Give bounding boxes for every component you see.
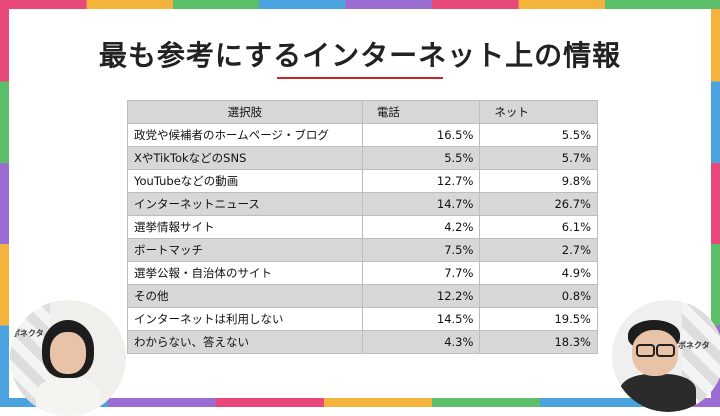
- row-net-value: 6.1%: [479, 215, 598, 239]
- presenter-body: [36, 378, 100, 416]
- row-phone-value: 12.7%: [361, 169, 481, 193]
- table-header-row: 選択肢 電話 ネット: [127, 100, 598, 124]
- backdrop-logo-text: ボネクタ: [12, 329, 44, 338]
- table-row: 政党や候補者のホームページ・ブログ 16.5% 5.5%: [127, 123, 598, 147]
- column-header-phone: 電話: [361, 100, 481, 124]
- row-phone-value: 7.7%: [361, 261, 481, 285]
- row-net-value: 5.7%: [479, 146, 598, 170]
- table-row: わからない、答えない 4.3% 18.3%: [127, 330, 598, 354]
- row-phone-value: 4.3%: [361, 330, 481, 354]
- row-label: 政党や候補者のホームページ・ブログ: [127, 123, 363, 147]
- table-row: インターネットニュース 14.7% 26.7%: [127, 192, 598, 216]
- row-phone-value: 5.5%: [361, 146, 481, 170]
- table-row: その他 12.2% 0.8%: [127, 284, 598, 308]
- row-phone-value: 14.7%: [361, 192, 481, 216]
- table-row: 選挙公報・自治体のサイト 7.7% 4.9%: [127, 261, 598, 285]
- row-net-value: 9.8%: [479, 169, 598, 193]
- presenter-face: [50, 332, 86, 374]
- row-phone-value: 16.5%: [361, 123, 481, 147]
- table-row: YouTubeなどの動画 12.7% 9.8%: [127, 169, 598, 193]
- table-row: XやTikTokなどのSNS 5.5% 5.7%: [127, 146, 598, 170]
- row-net-value: 2.7%: [479, 238, 598, 262]
- row-label: わからない、答えない: [127, 330, 363, 354]
- table-row: インターネットは利用しない 14.5% 19.5%: [127, 307, 598, 331]
- row-net-value: 18.3%: [479, 330, 598, 354]
- row-label: 選挙情報サイト: [127, 215, 363, 239]
- table-row: ボートマッチ 7.5% 2.7%: [127, 238, 598, 262]
- column-header-option: 選択肢: [127, 100, 363, 124]
- row-net-value: 26.7%: [479, 192, 598, 216]
- presenter-camera-left: ボネクタ: [10, 300, 126, 416]
- row-label: ボートマッチ: [127, 238, 363, 262]
- presenter-camera-right: ボネクタ: [612, 300, 720, 412]
- row-net-value: 5.5%: [479, 123, 598, 147]
- row-label: その他: [127, 284, 363, 308]
- row-label: 選挙公報・自治体のサイト: [127, 261, 363, 285]
- table-row: 選挙情報サイト 4.2% 6.1%: [127, 215, 598, 239]
- glasses-icon: [636, 344, 655, 357]
- row-label: XやTikTokなどのSNS: [127, 146, 363, 170]
- row-net-value: 0.8%: [479, 284, 598, 308]
- row-net-value: 19.5%: [479, 307, 598, 331]
- row-label: YouTubeなどの動画: [127, 169, 363, 193]
- results-table: 選択肢 電話 ネット 政党や候補者のホームページ・ブログ 16.5% 5.5% …: [127, 100, 598, 354]
- row-label: インターネットは利用しない: [127, 307, 363, 331]
- row-net-value: 4.9%: [479, 261, 598, 285]
- backdrop-logo-text: ボネクタ: [678, 341, 710, 350]
- row-phone-value: 4.2%: [361, 215, 481, 239]
- glasses-icon: [656, 344, 675, 357]
- row-phone-value: 7.5%: [361, 238, 481, 262]
- row-label: インターネットニュース: [127, 192, 363, 216]
- presenter-body: [620, 374, 696, 412]
- row-phone-value: 14.5%: [361, 307, 481, 331]
- row-phone-value: 12.2%: [361, 284, 481, 308]
- column-header-net: ネット: [479, 100, 598, 124]
- page-title: 最も参考にするインターネット上の情報: [98, 39, 622, 72]
- title-underline: [277, 77, 443, 79]
